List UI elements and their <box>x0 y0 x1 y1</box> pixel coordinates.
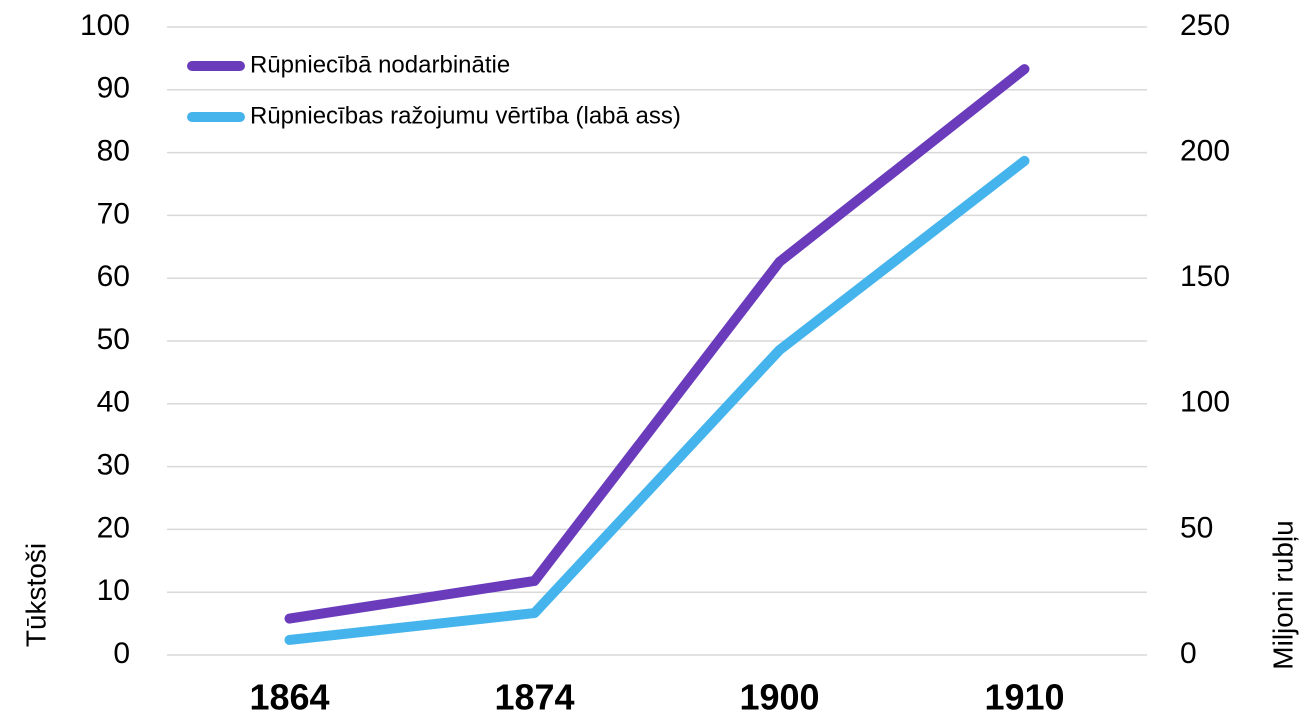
y-tick-label: 40 <box>97 386 130 419</box>
y2-tick-label: 0 <box>1180 637 1197 670</box>
legend-label: Rūpniecības ražojumu vērtība (labā ass) <box>250 102 681 129</box>
series-line <box>284 64 1030 624</box>
y-tick-label: 50 <box>97 323 130 356</box>
y2-tick-label: 150 <box>1180 260 1230 293</box>
y-tick-label: 10 <box>97 574 130 607</box>
y-tick-label: 80 <box>97 135 130 168</box>
x-tick-label: 1900 <box>739 677 819 718</box>
y-tick-label: 90 <box>97 72 130 105</box>
y2-tick-label: 250 <box>1180 9 1230 42</box>
y2-tick-label: 200 <box>1180 135 1230 168</box>
y-tick-label: 0 <box>113 637 130 670</box>
y2-tick-label: 50 <box>1180 511 1213 544</box>
series-line <box>284 155 1030 645</box>
x-tick-label: 1874 <box>494 677 574 718</box>
y-axis-title: Tūkstoši <box>20 543 51 647</box>
legend-label: Rūpniecībā nodarbinātie <box>250 51 510 78</box>
y2-axis-title: Miljoni rubļu <box>1267 520 1298 669</box>
y-tick-label: 70 <box>97 197 130 230</box>
y2-tick-label: 100 <box>1180 386 1230 419</box>
y-tick-label: 60 <box>97 260 130 293</box>
y-tick-label: 20 <box>97 511 130 544</box>
x-tick-label: 1910 <box>984 677 1064 718</box>
y-tick-label: 100 <box>80 9 130 42</box>
y-tick-label: 30 <box>97 449 130 482</box>
x-tick-label: 1864 <box>249 677 329 718</box>
